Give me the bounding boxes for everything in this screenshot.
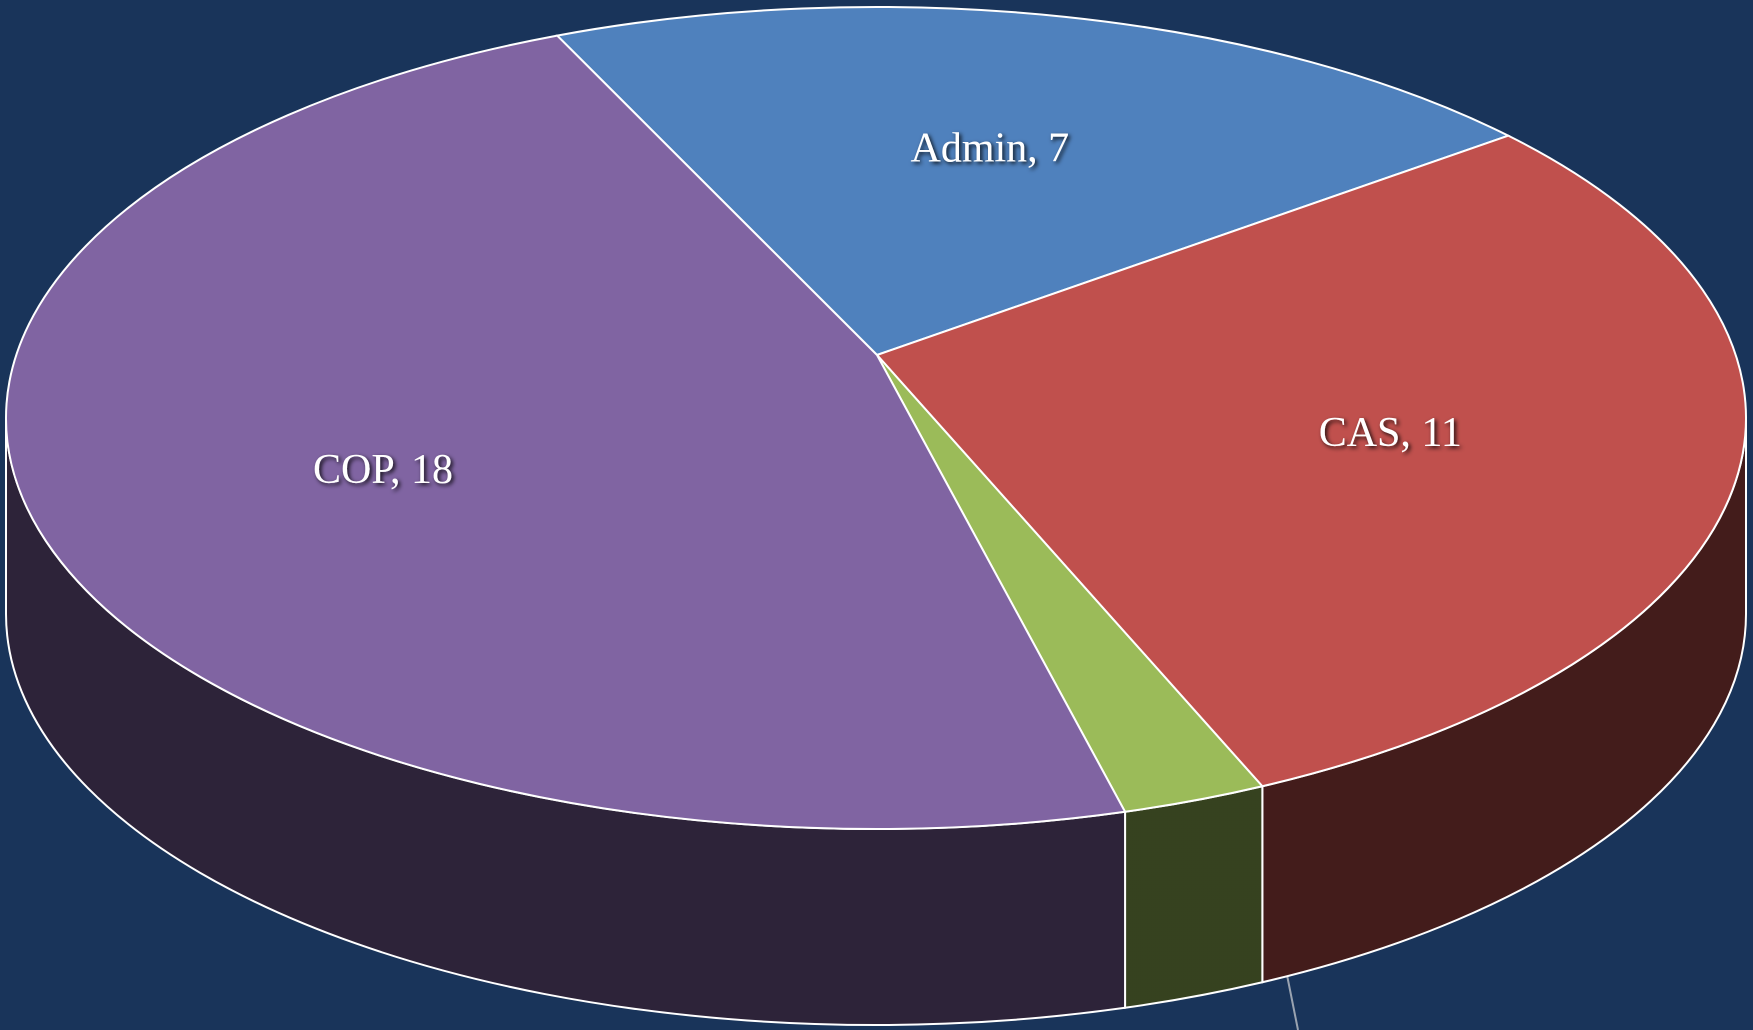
data-labels: Admin, 7 CAS, 11 COP, 18 — [313, 126, 1462, 493]
slice — [875, 134, 1747, 788]
slice — [555, 6, 1511, 357]
data-label: Admin, 7 — [911, 126, 1070, 172]
pie-tops — [5, 6, 1747, 830]
data-label: COP, 18 — [313, 447, 453, 493]
data-label: CAS, 11 — [1319, 410, 1462, 456]
slice — [5, 34, 1127, 830]
pie-sides — [5, 417, 1747, 1026]
leader-line — [1286, 974, 1299, 1030]
slice-side-shade — [1124, 784, 1264, 1009]
